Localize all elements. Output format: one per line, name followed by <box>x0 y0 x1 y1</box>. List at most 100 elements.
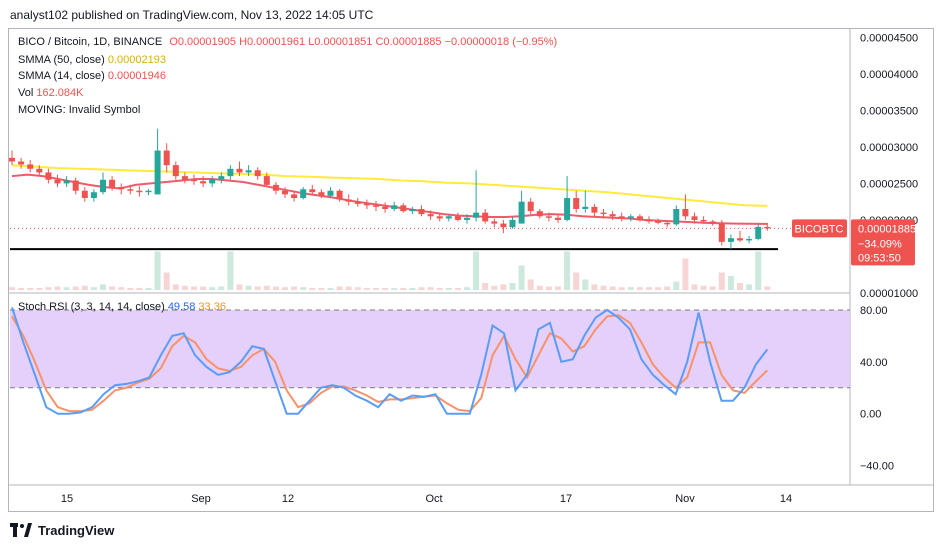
candle-body <box>746 238 753 241</box>
volume-bar <box>100 284 106 290</box>
candle-body <box>655 221 662 223</box>
candle-body <box>127 189 134 191</box>
candle-body <box>272 184 279 191</box>
volume-bar <box>618 287 625 290</box>
candle-body <box>491 221 498 224</box>
volume-bar <box>555 286 561 290</box>
volume-bar <box>545 286 552 290</box>
time-axis-tick: 14 <box>780 493 792 505</box>
volume-bar <box>127 287 134 290</box>
time-axis-tick: 15 <box>61 493 73 505</box>
candle-body <box>282 190 288 195</box>
price-tag-time: 09:53:50 <box>858 252 901 264</box>
candle-body <box>154 150 161 195</box>
volume-bar <box>145 287 152 290</box>
candle-body <box>609 214 616 217</box>
volume-bar <box>718 272 725 290</box>
smma50-line <box>11 164 768 207</box>
volume-bar <box>509 283 516 290</box>
candle-body <box>391 205 398 209</box>
price-tag <box>851 219 915 266</box>
candle-body <box>245 170 252 173</box>
volume-bar <box>318 287 325 290</box>
candle-body <box>63 180 70 184</box>
stoch-axis-tick: 40.00 <box>860 357 888 369</box>
sma14-legend: SMMA (14, close) 0.00001946 <box>18 70 166 82</box>
volume-bar <box>700 285 707 290</box>
candle-body <box>218 176 225 180</box>
sma50-label: SMMA (50, close) <box>18 54 105 66</box>
volume-bar <box>118 287 125 290</box>
candle-body <box>363 203 370 206</box>
candle-body <box>291 194 298 199</box>
volume-bar <box>327 287 334 290</box>
candle-body <box>227 168 234 177</box>
candle-body <box>545 216 552 218</box>
candle-body <box>418 208 425 215</box>
candle-body <box>691 216 698 220</box>
candle-body <box>464 217 470 220</box>
candle-body <box>573 198 580 209</box>
volume-bar <box>363 287 370 290</box>
ohlc-close: C0.00001885 <box>375 36 442 48</box>
candle-body <box>646 219 652 222</box>
volume-bar <box>63 287 70 290</box>
volume-bar <box>36 287 43 290</box>
symbol-tag-text: BICOBTC <box>795 223 844 235</box>
price-axis-tick: 0.00003000 <box>860 142 918 154</box>
time-axis-tick: 17 <box>560 493 572 505</box>
candle-body <box>509 219 516 228</box>
candle-body <box>373 205 379 207</box>
candle-body <box>45 172 52 180</box>
candle-body <box>445 216 452 219</box>
stoch-k-value: 49.58 <box>167 301 196 313</box>
volume-bar <box>764 286 771 290</box>
volume-bar <box>737 283 743 290</box>
volume-bar <box>527 279 534 290</box>
candle-body <box>500 223 507 228</box>
candle-body <box>727 238 734 242</box>
volume-bar <box>427 287 434 290</box>
candle-body <box>427 214 434 217</box>
stoch-legend: Stoch RSI (3, 3, 14, 14, close) 49.58 33… <box>18 301 226 313</box>
candle-body <box>100 179 106 193</box>
price-axis-tick: 0.00002500 <box>860 178 918 190</box>
moving-label: MOVING: Invalid Symbol <box>18 104 141 116</box>
candle-body <box>354 201 361 204</box>
candle-body <box>90 192 97 199</box>
candle-body <box>755 226 762 239</box>
volume-bar <box>236 284 243 290</box>
volume-bar <box>18 287 25 290</box>
volume-bar <box>664 286 671 290</box>
candle-body <box>600 212 607 215</box>
stoch-k-line <box>11 307 769 415</box>
candle-body <box>382 206 389 209</box>
volume-bar <box>627 287 634 290</box>
candle-body <box>682 208 689 217</box>
volume-bar <box>109 286 116 290</box>
volume-bar <box>536 285 543 290</box>
stoch-axis-tick: 80.00 <box>860 305 888 317</box>
candle-body <box>482 212 489 222</box>
volume-value: 162.084K <box>36 87 84 99</box>
stoch-band <box>10 309 850 388</box>
volume-bar <box>391 287 398 290</box>
candle-body <box>254 170 261 177</box>
volume-bar <box>263 285 270 290</box>
volume-bar <box>482 283 489 290</box>
ohlc-high: H0.00001961 <box>239 36 306 48</box>
candle-body <box>109 179 116 188</box>
candle-body <box>18 161 25 165</box>
price-axis-tick: 0.00004000 <box>860 69 918 81</box>
candle-body <box>36 168 43 173</box>
volume-bar <box>646 287 652 290</box>
volume-bar <box>54 286 61 290</box>
candle-body <box>527 201 534 212</box>
candle-body <box>9 157 15 162</box>
candle-body <box>536 211 543 217</box>
candle-body <box>436 216 443 219</box>
volume-bar <box>90 287 97 290</box>
volume-bar <box>9 287 15 290</box>
sma14-label: SMMA (14, close) <box>18 70 105 82</box>
